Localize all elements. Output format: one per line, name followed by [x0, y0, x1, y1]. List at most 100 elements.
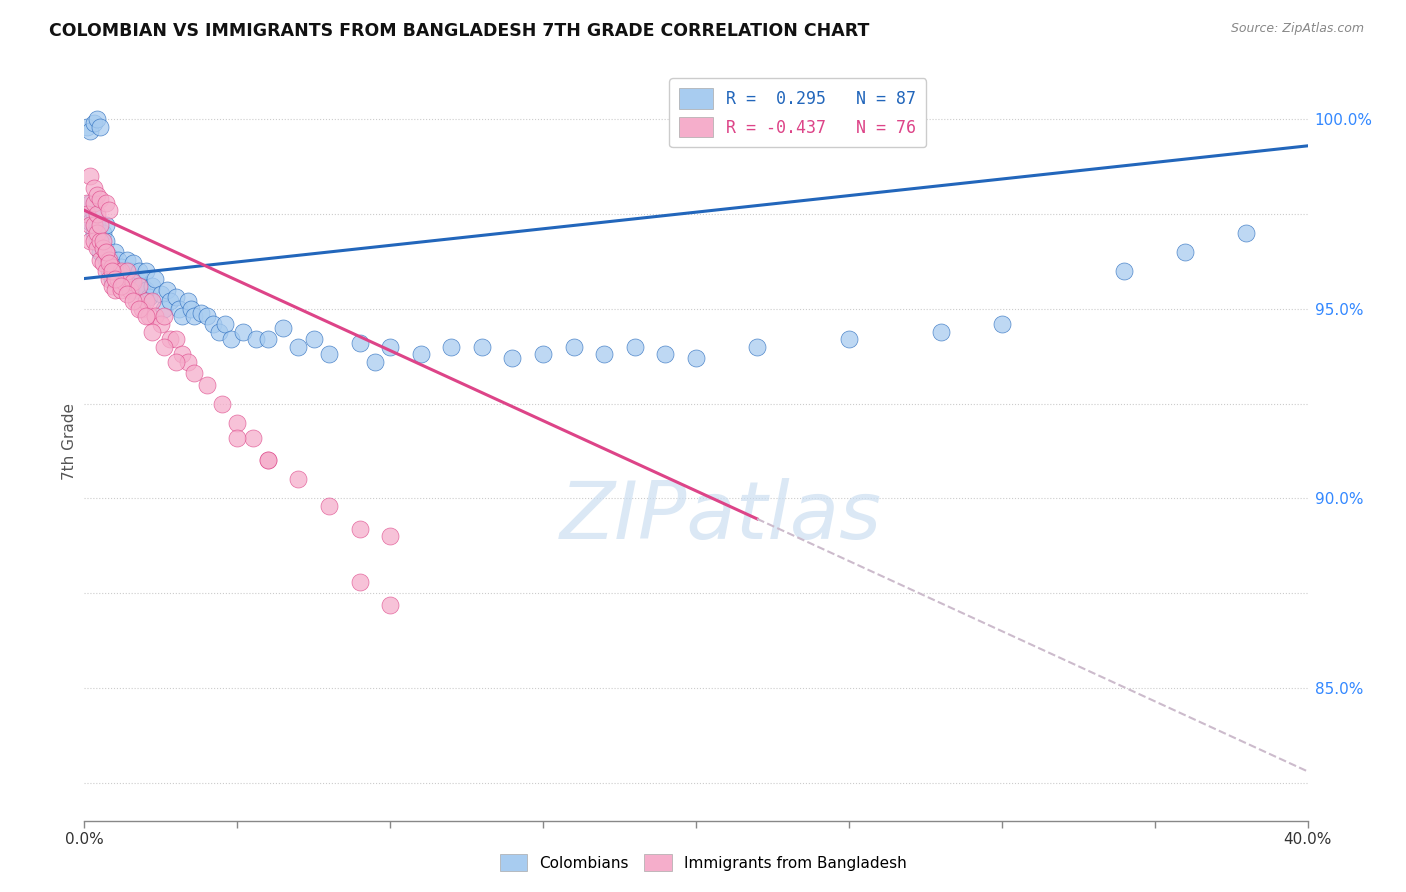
- Point: [991, 317, 1014, 331]
- Text: COLOMBIAN VS IMMIGRANTS FROM BANGLADESH 7TH GRADE CORRELATION CHART: COLOMBIAN VS IMMIGRANTS FROM BANGLADESH …: [49, 22, 869, 40]
- Point: [214, 317, 236, 331]
- Point: [86, 226, 108, 240]
- Point: [257, 453, 280, 467]
- Point: [89, 192, 111, 206]
- Point: [128, 264, 150, 278]
- Point: [929, 325, 952, 339]
- Point: [104, 271, 127, 285]
- Point: [138, 310, 160, 324]
- Point: [135, 283, 157, 297]
- Point: [149, 286, 172, 301]
- Point: [83, 219, 105, 233]
- Point: [89, 244, 111, 259]
- Point: [153, 340, 176, 354]
- Point: [79, 169, 101, 183]
- Point: [1114, 264, 1136, 278]
- Legend: Colombians, Immigrants from Bangladesh: Colombians, Immigrants from Bangladesh: [494, 848, 912, 877]
- Point: [83, 226, 105, 240]
- Point: [76, 207, 98, 221]
- Text: Source: ZipAtlas.com: Source: ZipAtlas.com: [1230, 22, 1364, 36]
- Point: [208, 325, 231, 339]
- Point: [685, 351, 707, 365]
- Point: [219, 332, 242, 346]
- Point: [97, 249, 120, 263]
- Point: [135, 310, 157, 324]
- Point: [349, 335, 371, 350]
- Point: [232, 325, 254, 339]
- Point: [83, 116, 105, 130]
- Point: [201, 317, 224, 331]
- Point: [165, 290, 187, 304]
- Point: [380, 529, 402, 543]
- Point: [115, 264, 138, 278]
- Point: [531, 347, 554, 361]
- Point: [110, 283, 132, 297]
- Y-axis label: 7th Grade: 7th Grade: [62, 403, 77, 480]
- Point: [349, 522, 371, 536]
- Point: [122, 271, 145, 285]
- Point: [364, 355, 387, 369]
- Point: [131, 301, 153, 316]
- Point: [838, 332, 860, 346]
- Point: [120, 283, 142, 297]
- Point: [271, 320, 294, 334]
- Point: [86, 234, 108, 248]
- Point: [79, 214, 101, 228]
- Point: [86, 241, 108, 255]
- Point: [83, 195, 105, 210]
- Point: [94, 219, 117, 233]
- Point: [226, 431, 249, 445]
- Point: [76, 207, 98, 221]
- Point: [135, 294, 157, 309]
- Point: [177, 355, 200, 369]
- Point: [107, 252, 129, 267]
- Point: [167, 301, 190, 316]
- Point: [141, 279, 163, 293]
- Point: [83, 180, 105, 194]
- Point: [110, 260, 132, 274]
- Point: [211, 396, 233, 410]
- Point: [115, 286, 138, 301]
- Point: [104, 244, 127, 259]
- Point: [143, 271, 166, 285]
- Legend: R =  0.295   N = 87, R = -0.437   N = 76: R = 0.295 N = 87, R = -0.437 N = 76: [669, 78, 927, 147]
- Point: [747, 340, 769, 354]
- Point: [91, 226, 114, 240]
- Point: [125, 294, 148, 309]
- Point: [318, 347, 340, 361]
- Point: [245, 332, 267, 346]
- Point: [107, 271, 129, 285]
- Point: [149, 317, 172, 331]
- Point: [257, 453, 280, 467]
- Point: [165, 355, 187, 369]
- Point: [165, 332, 187, 346]
- Point: [349, 574, 371, 589]
- Point: [89, 252, 111, 267]
- Point: [141, 325, 163, 339]
- Point: [86, 188, 108, 202]
- Point: [89, 234, 111, 248]
- Point: [104, 264, 127, 278]
- Point: [94, 264, 117, 278]
- Point: [624, 340, 647, 354]
- Point: [141, 294, 163, 309]
- Point: [89, 120, 111, 134]
- Point: [287, 472, 309, 486]
- Point: [86, 219, 108, 233]
- Point: [94, 195, 117, 210]
- Point: [101, 264, 124, 278]
- Point: [409, 347, 432, 361]
- Point: [156, 283, 179, 297]
- Point: [97, 264, 120, 278]
- Point: [112, 275, 135, 289]
- Point: [110, 275, 132, 289]
- Point: [120, 264, 142, 278]
- Point: [89, 229, 111, 244]
- Point: [122, 294, 145, 309]
- Point: [83, 234, 105, 248]
- Point: [91, 256, 114, 270]
- Point: [131, 279, 153, 293]
- Point: [79, 195, 101, 210]
- Point: [128, 301, 150, 316]
- Point: [86, 207, 108, 221]
